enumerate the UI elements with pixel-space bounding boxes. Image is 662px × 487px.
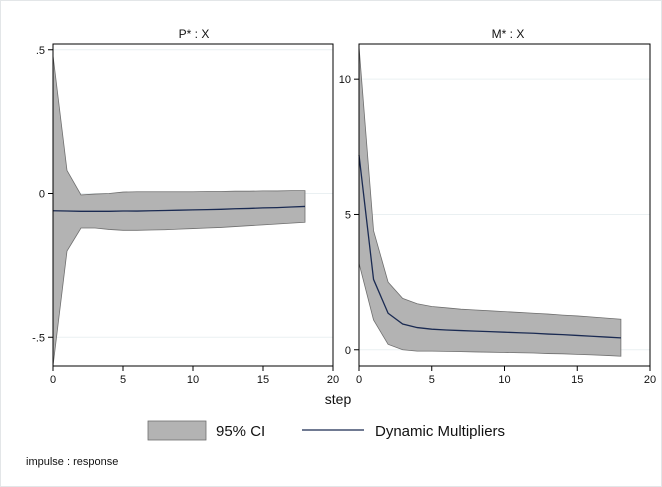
x-tick-label-p-star-x-4: 20 (327, 374, 339, 386)
panel-title-m-star-x: M* : X (492, 27, 525, 41)
legend-multiplier-label: Dynamic Multipliers (375, 423, 505, 440)
y-tick-label-m-star-x-1: 5 (345, 209, 351, 221)
x-tick-label-m-star-x-0: 0 (356, 374, 362, 386)
x-tick-label-m-star-x-3: 15 (571, 374, 583, 386)
panel-m-star-x: 0 5 10 15 20 0 5 10 M* : X (339, 27, 656, 386)
x-axis-title: step (325, 391, 352, 407)
x-tick-label-p-star-x-0: 0 (50, 374, 56, 386)
x-tick-label-p-star-x-1: 5 (120, 374, 126, 386)
legend-ci-swatch (147, 420, 207, 441)
y-tick-label-m-star-x-2: 10 (339, 74, 351, 86)
y-tick-label-p-star-x-2: .5 (36, 45, 45, 57)
legend: 95% CI Dynamic Multipliers (147, 420, 505, 441)
panel-title-p-star-x: P* : X (179, 27, 210, 41)
y-tick-label-m-star-x-0: 0 (345, 345, 351, 357)
y-tick-label-p-star-x-0: -.5 (32, 332, 45, 344)
panel-p-star-x: 0 5 10 15 20 -.5 0 .5 P* : X (32, 27, 339, 386)
legend-ci-label: 95% CI (216, 423, 265, 440)
x-tick-label-m-star-x-4: 20 (644, 374, 656, 386)
x-tick-label-m-star-x-1: 5 (429, 374, 435, 386)
x-tick-label-p-star-x-3: 15 (257, 374, 269, 386)
x-tick-label-m-star-x-2: 10 (498, 374, 510, 386)
y-tick-label-p-star-x-1: 0 (39, 189, 45, 201)
impulse-response-note: impulse : response (26, 456, 118, 468)
ci-band-m-star-x (358, 46, 622, 357)
x-tick-label-p-star-x-2: 10 (187, 374, 199, 386)
